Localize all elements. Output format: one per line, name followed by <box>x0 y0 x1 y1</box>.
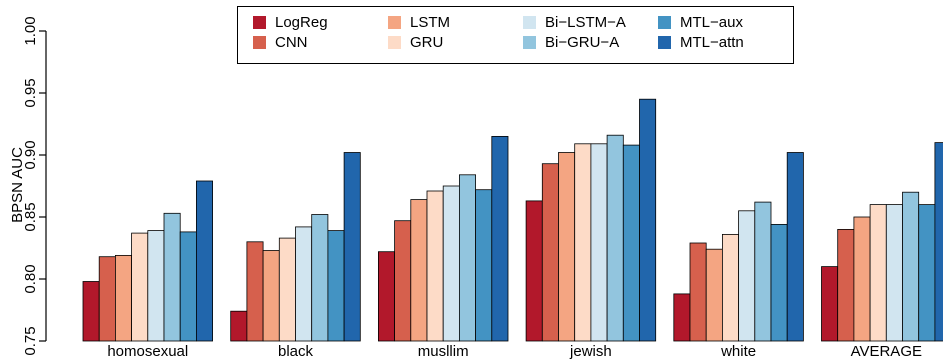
bar-AVERAGE-1 <box>837 228 855 342</box>
bar-muslim-3 <box>426 190 444 342</box>
legend-label: Bi−LSTM−A <box>545 14 626 31</box>
bar-homosexual-3 <box>131 232 149 342</box>
x-tick-label-jewish: jewish <box>569 343 612 360</box>
bar-muslim-0 <box>377 251 395 342</box>
bar-white-5 <box>754 201 772 342</box>
bar-AVERAGE-3 <box>869 204 887 342</box>
legend-label: Bi−GRU−A <box>545 34 620 51</box>
bar-jewish-4 <box>590 143 608 342</box>
bar-jewish-6 <box>622 144 640 342</box>
legend-swatch <box>388 36 401 49</box>
bar-AVERAGE-2 <box>853 216 871 342</box>
bar-white-4 <box>738 210 756 342</box>
x-tick-label-white: white <box>720 343 756 360</box>
bar-AVERAGE-7 <box>934 142 943 342</box>
legend-label: LSTM <box>410 14 451 31</box>
y-tick-label: 0.75 <box>22 326 39 355</box>
bar-white-3 <box>722 233 740 342</box>
legend-swatch <box>523 16 536 29</box>
x-axis-labels: homosexual black musllim jewish white AVERAGE <box>107 343 922 360</box>
bar-muslim-6 <box>475 189 493 342</box>
bar-white-7 <box>786 152 804 342</box>
legend-item: GRU <box>388 34 443 51</box>
bar-AVERAGE-6 <box>918 204 936 342</box>
bar-homosexual-6 <box>179 231 197 342</box>
bar-black-1 <box>246 241 264 342</box>
bar-jewish-1 <box>541 163 559 342</box>
legend-item: LSTM <box>388 14 450 31</box>
y-tick-label: 0.95 <box>22 78 39 107</box>
legend-item: MTL−aux <box>658 14 743 31</box>
legend-swatch <box>658 16 671 29</box>
bar-muslim-5 <box>458 174 476 342</box>
bar-black-2 <box>262 250 280 342</box>
y-tick-label: 0.90 <box>22 140 39 169</box>
y-axis: 0.75 0.80 0.85 0.90 0.95 1.00 <box>22 16 47 356</box>
bar-homosexual-7 <box>195 180 213 342</box>
bar-jewish-2 <box>558 152 576 342</box>
bars-group <box>82 98 943 342</box>
legend-swatch <box>253 16 266 29</box>
bar-AVERAGE-5 <box>902 191 920 342</box>
legend-label: CNN <box>275 34 308 51</box>
bar-white-6 <box>770 223 788 342</box>
x-tick-label-black: black <box>278 343 314 360</box>
x-tick-label-muslim: musllim <box>418 343 469 360</box>
bar-muslim-2 <box>410 199 428 342</box>
bar-muslim-7 <box>491 135 509 342</box>
legend-item: MTL−attn <box>658 34 744 51</box>
y-tick-label: 0.80 <box>22 264 39 293</box>
bar-jewish-5 <box>606 134 624 342</box>
bar-homosexual-5 <box>163 212 181 342</box>
legend-item: Bi−LSTM−A <box>523 14 626 31</box>
legend-swatch <box>253 36 266 49</box>
y-tick-label: 1.00 <box>22 16 39 45</box>
bar-black-3 <box>278 237 296 342</box>
bar-white-2 <box>705 248 723 342</box>
legend-swatch <box>388 16 401 29</box>
bar-homosexual-4 <box>147 230 165 342</box>
bar-homosexual-2 <box>115 254 133 342</box>
bar-homosexual-0 <box>82 281 100 342</box>
bar-AVERAGE-0 <box>821 266 839 342</box>
legend-label: LogReg <box>275 14 328 31</box>
bar-black-4 <box>295 226 313 342</box>
bar-white-0 <box>673 293 691 342</box>
bar-muslim-4 <box>442 185 460 342</box>
legend-swatch <box>523 36 536 49</box>
legend-item: LogReg <box>253 14 328 31</box>
bar-black-0 <box>230 310 248 342</box>
x-tick-label-AVERAGE: AVERAGE <box>851 343 922 360</box>
bar-jewish-0 <box>525 200 543 342</box>
legend-item: CNN <box>253 34 308 51</box>
bar-homosexual-1 <box>98 256 116 342</box>
legend-label: MTL−attn <box>680 34 744 51</box>
bar-black-5 <box>311 214 329 342</box>
bar-white-1 <box>689 242 707 342</box>
legend: LogReg CNN LSTM GRU Bi−LSTM−A Bi−GRU−A MTL−aux… <box>237 6 794 64</box>
bar-jewish-7 <box>639 98 657 342</box>
legend-label: GRU <box>410 34 444 51</box>
bar-black-7 <box>343 152 361 342</box>
y-axis-label: BPSN AUC <box>9 147 26 223</box>
y-tick-label: 0.85 <box>22 202 39 231</box>
x-tick-label-homosexual: homosexual <box>107 343 188 360</box>
bar-jewish-3 <box>574 143 592 342</box>
bar-AVERAGE-4 <box>885 204 903 342</box>
bar-muslim-1 <box>394 220 412 342</box>
bar-black-6 <box>327 230 345 342</box>
legend-item: Bi−GRU−A <box>523 34 619 51</box>
legend-label: MTL−aux <box>680 14 743 31</box>
legend-swatch <box>658 36 671 49</box>
